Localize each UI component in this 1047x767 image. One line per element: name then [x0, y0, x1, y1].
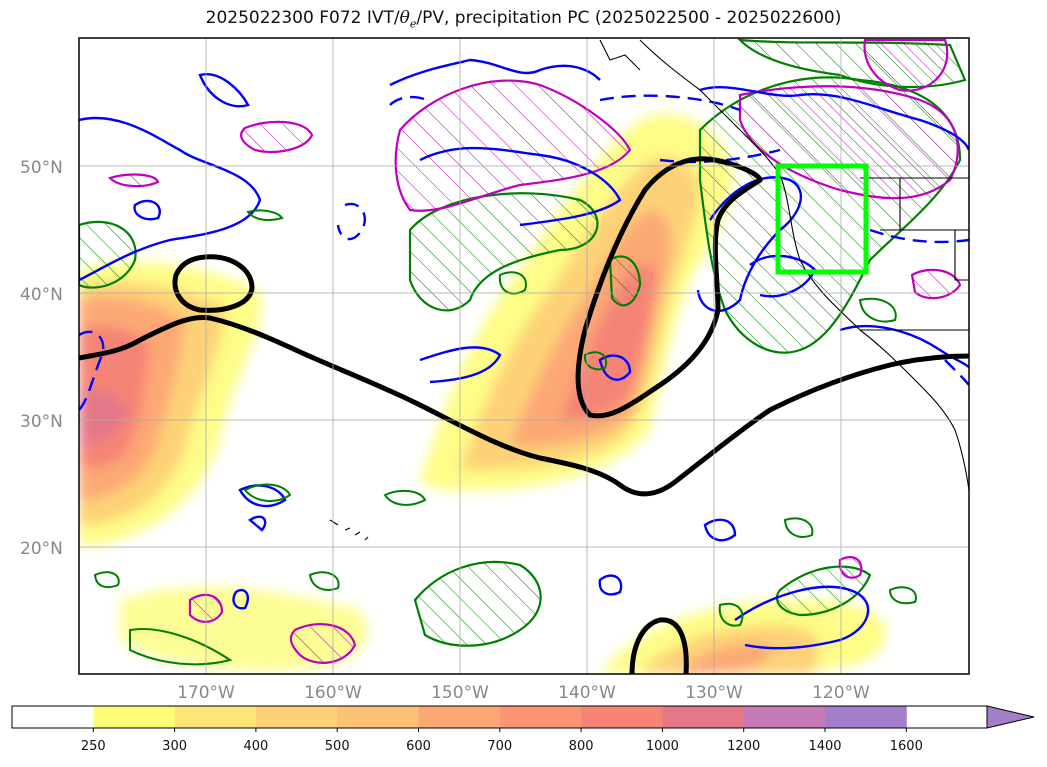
lon-label: 150°W — [431, 683, 489, 703]
colorbar-cell — [174, 706, 257, 728]
map-area — [79, 38, 969, 674]
lat-label: 40°N — [20, 285, 63, 305]
lon-label: 170°W — [177, 683, 235, 703]
lon-label: 130°W — [685, 683, 743, 703]
colorbar-cell — [499, 706, 582, 728]
region-box — [775, 163, 869, 275]
colorbar-cell — [12, 706, 94, 728]
lon-label: 160°W — [304, 683, 362, 703]
map-frame — [78, 37, 970, 675]
colorbar-cell — [743, 706, 826, 728]
colorbar-cell — [337, 706, 419, 728]
colorbar-tick-label: 300 — [162, 739, 187, 754]
precip-contours — [93, 209, 917, 666]
lat-label: 30°N — [20, 412, 63, 432]
colorbar-tick-label: 500 — [325, 739, 350, 754]
map-title: 2025022300 F072 IVT/θe/PV, precipitation… — [205, 8, 842, 31]
colorbar-tick-label: 600 — [406, 739, 431, 754]
colorbar-cell — [581, 706, 663, 728]
lat-label: 20°N — [20, 539, 63, 559]
colorbar-tick-label: 250 — [81, 739, 106, 754]
colorbar-cell — [255, 706, 338, 728]
lat-labels: 20°N 30°N 40°N 50°N — [20, 158, 63, 559]
colorbar: 250 300 400 500 600 700 800 1000 1200 1400 1600 — [11, 705, 1035, 754]
colorbar-cell — [825, 706, 907, 728]
theta-e-dashed — [79, 94, 969, 411]
lat-label: 50°N — [20, 158, 63, 178]
colorbar-tick-label: 1000 — [646, 739, 679, 754]
lon-labels: 170°W 160°W 150°W 140°W 130°W 120°W — [177, 683, 870, 703]
colorbar-tick-label: 1200 — [727, 739, 760, 754]
lon-label: 120°W — [812, 683, 870, 703]
colorbar-tick-label: 700 — [487, 739, 512, 754]
colorbar-tick-label: 1400 — [808, 739, 841, 754]
ivt-shading — [79, 113, 887, 674]
colorbar-cell — [93, 706, 176, 728]
lon-label: 140°W — [558, 683, 616, 703]
colorbar-tick-label: 1600 — [890, 739, 923, 754]
colorbar-extend-arrow — [986, 705, 1035, 729]
pv-contour — [79, 156, 969, 674]
colorbar-tick-label: 400 — [243, 739, 268, 754]
colorbar-tick-label: 800 — [569, 739, 594, 754]
colorbar-cell — [662, 706, 745, 728]
colorbar-cell — [418, 706, 501, 728]
